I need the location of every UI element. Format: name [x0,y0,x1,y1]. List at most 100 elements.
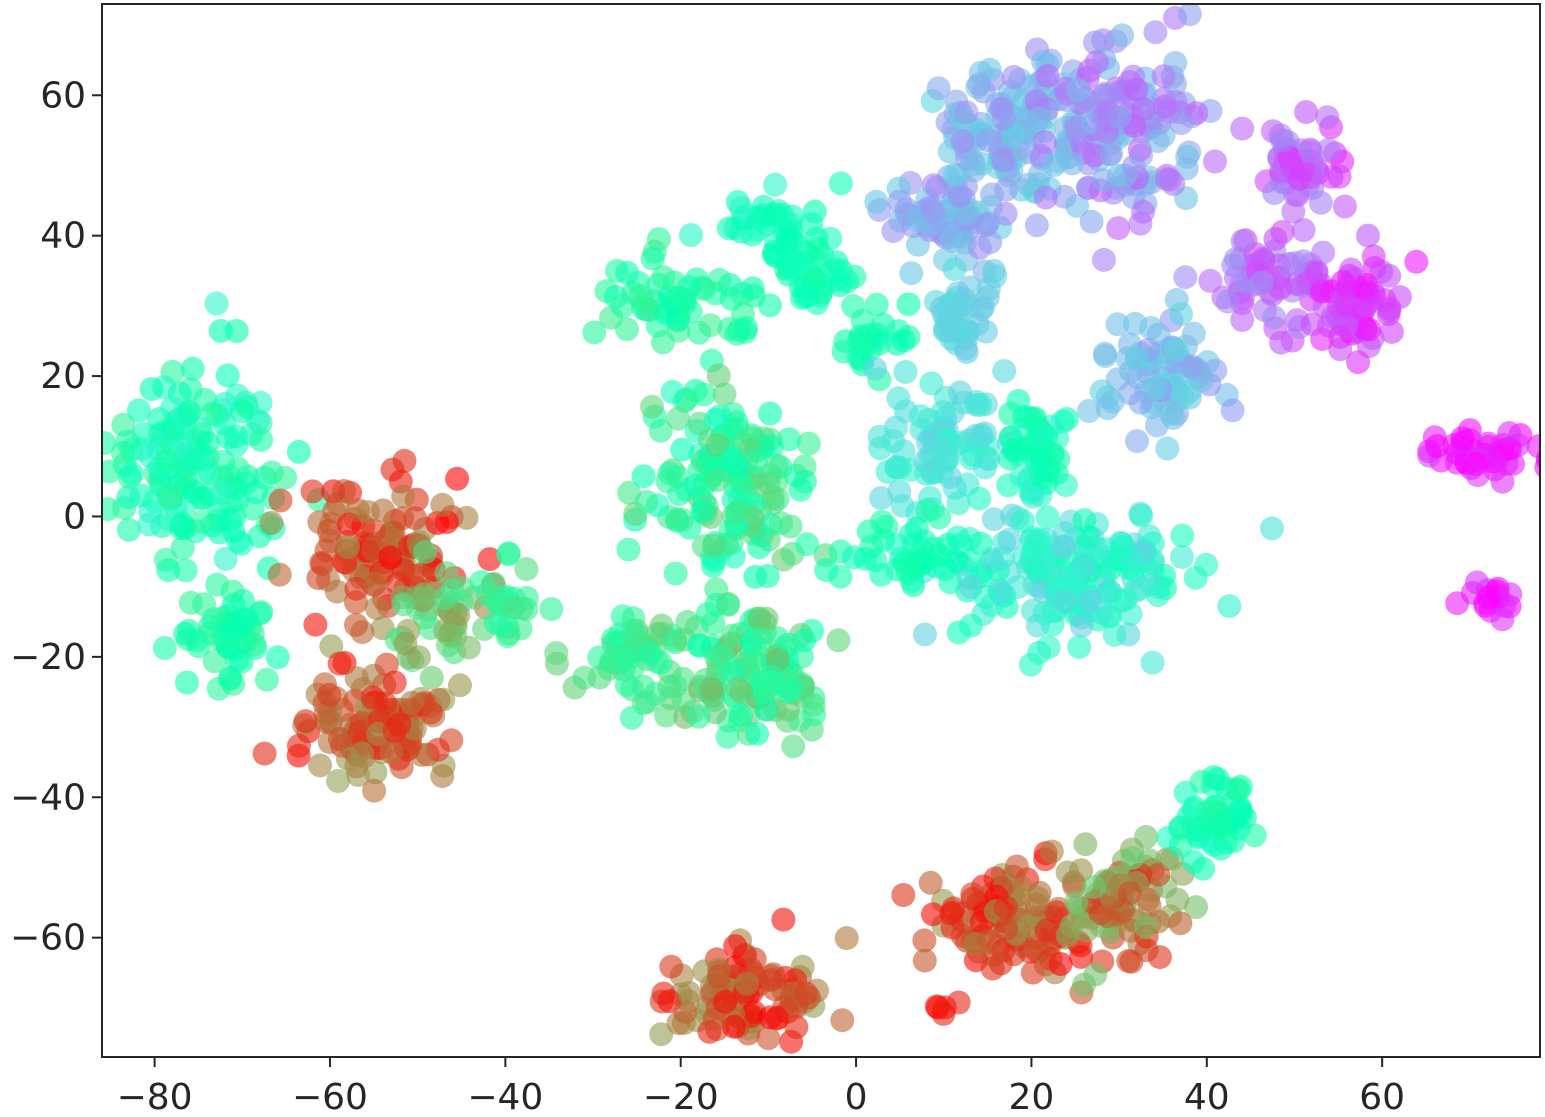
scatter-point [158,485,183,510]
scatter-point [1005,575,1030,600]
scatter-point [446,603,471,627]
scatter-point [981,507,1006,532]
scatter-point [706,363,731,388]
scatter-point [801,693,826,718]
scatter-point [1064,890,1089,915]
scatter-point [969,423,994,447]
scatter-point [433,618,458,643]
scatter-point [973,455,998,480]
scatter-point [686,633,711,658]
scatter-point [1074,918,1099,943]
scatter-point [926,76,951,101]
scatter-point [1095,396,1120,421]
scatter-point [306,566,331,591]
scatter-point [637,641,662,665]
scatter-point [1145,129,1170,154]
scatter-point [1082,875,1106,899]
scatter-point [1260,516,1284,541]
scatter-point [1035,63,1060,88]
scatter-point [137,512,162,537]
scatter-point [1021,539,1046,564]
scatter-points [102,4,1540,1054]
scatter-point [156,507,180,532]
scatter-point [621,625,646,650]
scatter-point [265,645,290,670]
scatter-point [1143,20,1168,45]
scatter-point [1026,886,1051,911]
scatter-point [740,276,765,301]
scatter-point [204,291,229,316]
scatter-point [1026,560,1051,585]
scatter-point [500,595,525,620]
scatter-point [1038,946,1063,971]
scatter-point [408,562,433,587]
scatter-point [756,1026,781,1051]
scatter-point [991,106,1016,131]
scatter-point [430,492,455,517]
scatter-point [390,506,415,531]
scatter-point [1173,265,1198,290]
scatter-point [350,741,375,766]
scatter-point [754,606,779,631]
scatter-point [918,870,943,895]
scatter-point [691,534,716,559]
scatter-point [921,199,946,224]
scatter-point [1116,949,1141,973]
scatter-point [544,641,569,666]
scatter-point [1315,105,1340,130]
scatter-point [634,489,659,514]
scatter-point [1220,398,1245,423]
scatter-point [957,275,982,300]
scatter-point [651,265,676,290]
x-tick-label: −60 [292,1077,368,1117]
scatter-point [891,883,916,907]
scatter-point [1168,911,1193,936]
scatter-point [1291,218,1316,243]
scatter-point [176,400,201,425]
scatter-point [749,626,774,651]
scatter-point [1300,312,1325,337]
scatter-point [1177,4,1202,27]
scatter-point [1063,562,1088,587]
scatter-point [173,558,198,583]
scatter-point [175,670,199,695]
scatter-point [781,734,806,759]
scatter-point [572,665,597,690]
scatter-point [775,227,800,252]
scatter-point [1335,294,1360,319]
scatter-point [1092,341,1117,366]
scatter-point [967,486,992,511]
scatter-point [425,511,450,535]
scatter-point [1184,895,1208,920]
scatter-point [864,189,889,214]
scatter-point [720,623,745,648]
scatter-point [1445,591,1470,616]
x-tick-label: 20 [1009,1077,1055,1117]
scatter-point [1133,915,1158,940]
scatter-point [891,328,916,353]
scatter-point [991,545,1015,570]
scatter-point [1073,832,1098,857]
scatter-point [1270,220,1295,244]
scatter-point [1223,247,1248,271]
scatter-point [764,1006,789,1031]
scatter-point [1161,172,1186,196]
scatter-point [745,721,770,746]
scatter-point [978,230,1003,255]
scatter-point [919,371,944,396]
scatter-point [1125,429,1149,454]
plot-frame [101,3,1541,1058]
scatter-point [863,548,888,573]
scatter-point [286,439,311,464]
scatter-point [993,895,1018,920]
scatter-point [182,480,207,505]
scatter-point [827,273,852,298]
scatter-point [1098,557,1123,582]
scatter-point [539,597,564,622]
scatter-point [1124,77,1149,102]
scatter-point [1158,401,1183,426]
scatter-point [690,498,715,523]
scatter-point [669,507,694,532]
scatter-point [1036,635,1061,660]
scatter-point [192,592,217,617]
